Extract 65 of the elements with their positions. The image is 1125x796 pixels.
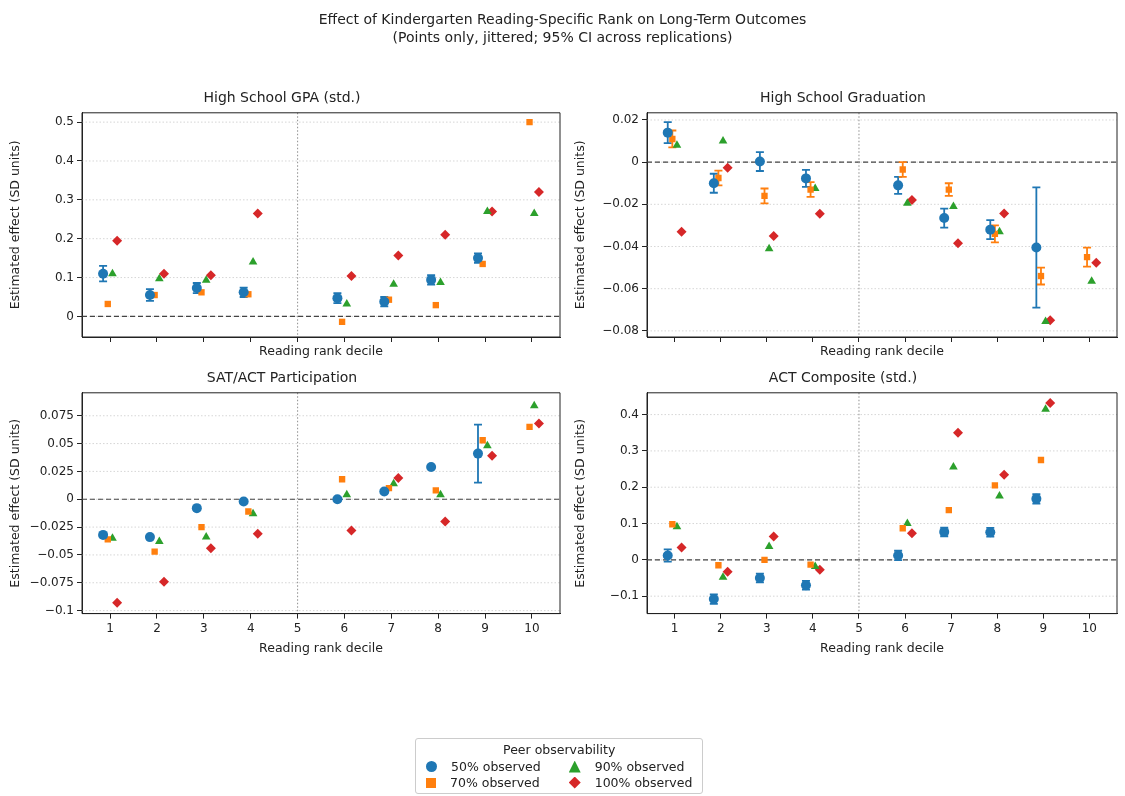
x-tick-label: 2 — [716, 620, 725, 635]
x-tick-label: 1 — [670, 620, 679, 635]
x-tick-label: 10 — [1081, 620, 1097, 635]
y-tick-label: 0.075 — [39, 407, 74, 422]
x-tick-label: 2 — [153, 620, 161, 635]
legend-label: 70% observed — [450, 775, 540, 790]
chart-title: High School Graduation — [760, 89, 926, 106]
y-tick-label: −0.02 — [602, 196, 639, 211]
x-axis-title: Reading rank decile — [820, 639, 945, 655]
y-tick-label: 0.05 — [47, 435, 74, 450]
x-tick-label: 7 — [387, 620, 396, 635]
x-tick-label: 4 — [809, 620, 817, 635]
y-tick-label: −0.04 — [602, 238, 639, 253]
y-tick-label: 0.2 — [619, 479, 639, 494]
y-tick-label: 0.1 — [619, 515, 639, 530]
x-axis-title: Reading rank decile — [259, 342, 384, 358]
y-tick-label: −0.1 — [44, 602, 74, 617]
y-tick-label: 0.2 — [54, 230, 74, 245]
y-tick-label: 0 — [66, 308, 74, 323]
legend-title: Peer observability — [502, 742, 617, 757]
chart-title: SAT/ACT Participation — [206, 369, 358, 386]
chart-title: ACT Composite (std.) — [768, 369, 918, 386]
y-tick-label: 0.5 — [54, 114, 74, 129]
x-tick-label: 3 — [200, 620, 208, 635]
y-tick-label: 0 — [631, 551, 639, 566]
x-tick-label: 5 — [855, 620, 863, 635]
x-axis-title: Reading rank decile — [259, 639, 384, 655]
x-tick-label: 8 — [993, 620, 1002, 635]
y-tick-label: −0.05 — [37, 547, 74, 562]
x-tick-label: 10 — [524, 620, 540, 635]
y-axis-title: Estimated effect (SD units) — [6, 140, 22, 310]
text: Effect of Kindergarten Reading-Specific Rank on Long-Term Outcomes — [317, 10, 808, 28]
x-tick-label: 3 — [762, 620, 771, 635]
y-tick-label: 0 — [631, 154, 639, 169]
y-tick-label: 0.3 — [54, 191, 74, 206]
x-tick-label: 6 — [901, 620, 909, 635]
x-tick-label: 6 — [340, 620, 349, 635]
x-tick-label: 8 — [434, 620, 442, 635]
y-tick-label: −0.08 — [602, 323, 639, 338]
legend-label: 50% observed — [451, 759, 541, 774]
x-tick-label: 4 — [246, 620, 255, 635]
y-tick-label: 0.4 — [54, 153, 74, 168]
text: (Points only, jittered; 95% CI across replications) — [391, 28, 734, 46]
y-axis-title: Estimated effect (SD units) — [571, 418, 587, 588]
y-tick-label: −0.025 — [29, 519, 74, 534]
y-tick-label: 0.4 — [619, 406, 639, 421]
y-tick-label: 0.02 — [612, 112, 639, 127]
y-axis-title: Estimated effect (SD units) — [6, 418, 22, 588]
y-tick-label: −0.075 — [29, 574, 74, 589]
y-tick-label: 0 — [66, 491, 74, 506]
y-tick-label: −0.1 — [609, 588, 639, 603]
x-tick-label: 1 — [106, 620, 114, 635]
legend-label: 90% observed — [594, 759, 685, 774]
x-tick-label: 7 — [947, 620, 955, 635]
y-tick-label: 0.025 — [39, 463, 74, 478]
x-axis-title: Reading rank decile — [820, 342, 945, 358]
chart-title: High School GPA (std.) — [203, 89, 361, 106]
y-axis-title: Estimated effect (SD units) — [571, 140, 587, 310]
legend-label: 100% observed — [594, 775, 693, 790]
y-tick-label: 0.1 — [54, 269, 74, 284]
y-tick-label: 0.3 — [619, 443, 639, 458]
x-tick-label: 9 — [1039, 620, 1048, 635]
x-tick-label: 9 — [481, 620, 489, 635]
x-tick-label: 5 — [293, 620, 302, 635]
y-tick-label: −0.06 — [602, 280, 639, 295]
